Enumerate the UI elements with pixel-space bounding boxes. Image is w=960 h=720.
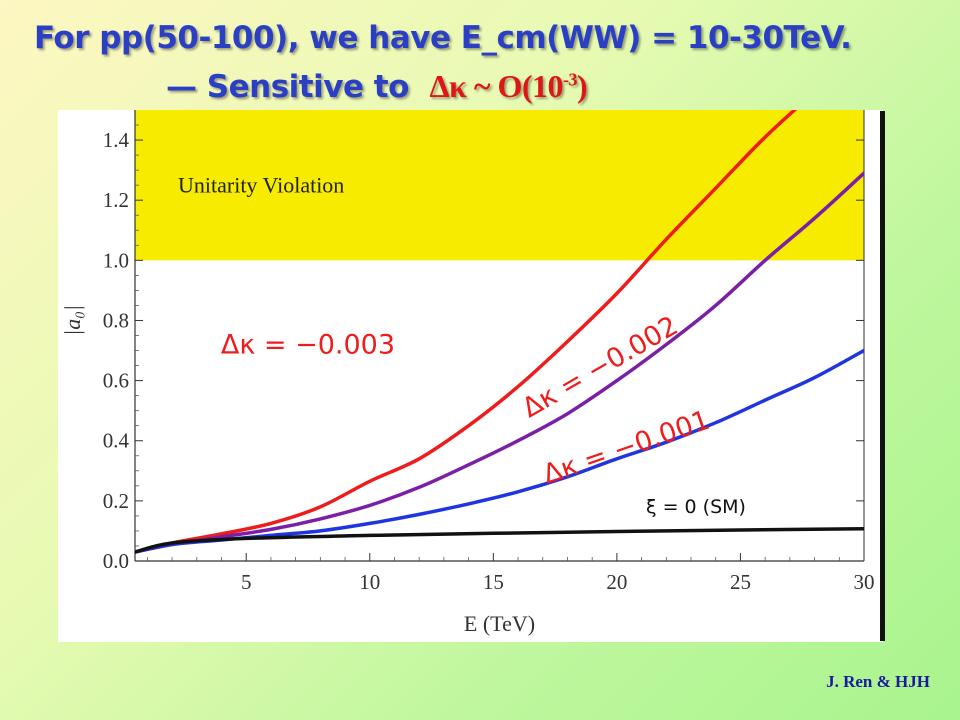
series-sm-line bbox=[135, 527, 864, 554]
chart-right-border bbox=[880, 111, 885, 641]
slide-title-line-2: — Sensitive to Δκ ~ O(10-3) bbox=[166, 68, 588, 105]
x-tick-label: 10 bbox=[359, 570, 380, 594]
y-tick-label: 0.0 bbox=[103, 549, 129, 573]
title-accent: Δκ ~ O(10-3) bbox=[429, 68, 587, 104]
y-tick-label: 0.6 bbox=[103, 369, 129, 393]
chart-svg: Unitarity Violation 0.0 0.2 0.4 0.6 0.8 1.0 1.2… bbox=[60, 110, 875, 636]
series-dk-0003-line bbox=[135, 110, 798, 554]
series-dk-0002-line bbox=[135, 171, 864, 554]
y-tick-label: 1.4 bbox=[103, 128, 130, 152]
x-axis-label: E (TeV) bbox=[464, 611, 535, 636]
y-tick-label: 1.2 bbox=[103, 188, 129, 212]
curve-annotation: Δκ = −0.001 bbox=[539, 405, 714, 491]
x-tick-label: 25 bbox=[730, 570, 751, 594]
y-axis-label: |a₀| bbox=[60, 305, 85, 336]
y-tick-label: 0.8 bbox=[103, 308, 129, 332]
curve-annotation: Δκ = −0.003 bbox=[221, 330, 395, 361]
y-tick-label: 1.0 bbox=[103, 248, 129, 272]
y-tick-label: 0.4 bbox=[103, 429, 130, 453]
x-tick-label: 20 bbox=[606, 570, 627, 594]
author-credit: J. Ren & HJH bbox=[826, 672, 930, 691]
slide-title-line-1: For pp(50-100), we have E_cm(WW) = 10-30… bbox=[34, 20, 852, 56]
y-tick-label: 0.2 bbox=[103, 489, 129, 513]
title-accent-exponent: -3 bbox=[563, 69, 578, 90]
x-tick-label: 5 bbox=[241, 570, 252, 594]
unitarity-violation-region bbox=[135, 110, 864, 261]
title-prefix: — Sensitive to bbox=[166, 69, 409, 105]
chart-panel: Unitarity Violation 0.0 0.2 0.4 0.6 0.8 1.0 1.2… bbox=[58, 110, 883, 642]
curve-annotation: ξ = 0 (SM) bbox=[646, 496, 746, 518]
x-tick-label: 15 bbox=[483, 570, 504, 594]
x-tick-label: 30 bbox=[854, 570, 875, 594]
unitarity-violation-label: Unitarity Violation bbox=[178, 173, 344, 198]
title-accent-close: ) bbox=[577, 68, 588, 104]
title-accent-main: Δκ ~ O(10 bbox=[429, 68, 563, 104]
